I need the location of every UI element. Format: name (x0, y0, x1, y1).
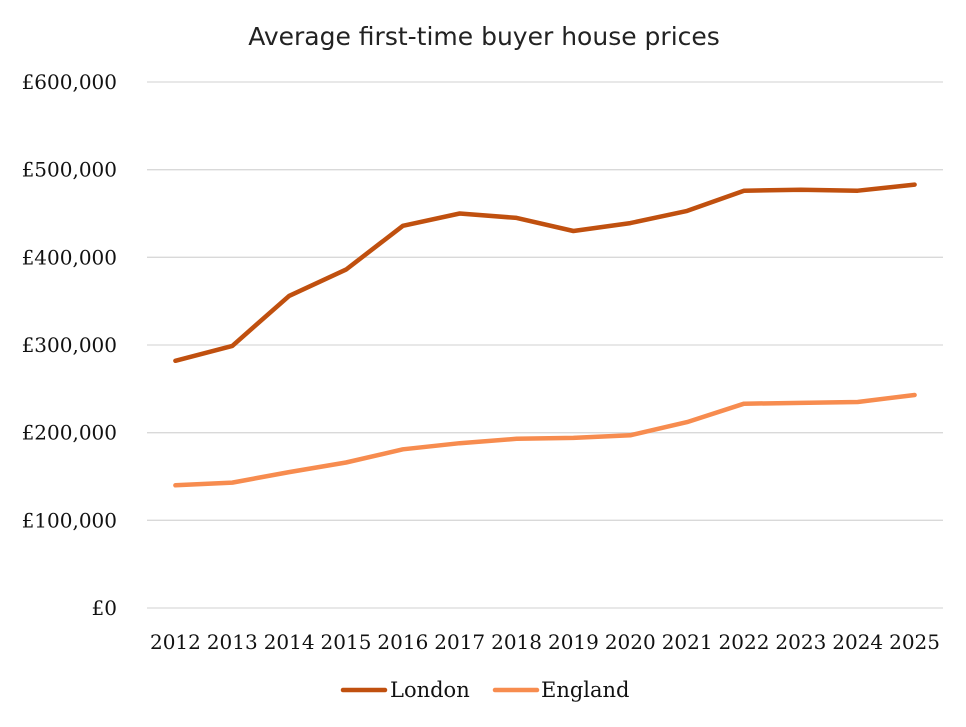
series-line-england (173, 392, 917, 488)
y-tick-label: £0 (92, 596, 117, 620)
legend-label-england: England (541, 678, 630, 702)
y-tick-label: £500,000 (22, 158, 117, 182)
x-tick-label: 2018 (491, 630, 542, 654)
legend: London England (340, 678, 630, 702)
series-lines (173, 182, 917, 488)
x-tick-label: 2024 (832, 630, 883, 654)
y-tick-label: £600,000 (22, 70, 117, 94)
x-tick-label: 2021 (662, 630, 713, 654)
x-tick-label: 2012 (150, 630, 201, 654)
y-axis-ticks: £0 £100,000 £200,000 £300,000 £400,000 £500,0… (22, 70, 117, 620)
x-tick-label: 2023 (775, 630, 826, 654)
x-axis-ticks: 2012 2013 2014 2015 2016 2017 2018 2019 2020 2021… (150, 630, 940, 654)
x-tick-label: 2019 (548, 630, 599, 654)
x-tick-label: 2022 (719, 630, 770, 654)
x-tick-label: 2020 (605, 630, 656, 654)
x-tick-label: 2016 (377, 630, 428, 654)
y-tick-label: £300,000 (22, 333, 117, 357)
y-tick-label: £100,000 (22, 508, 117, 532)
y-tick-label: £200,000 (22, 421, 117, 445)
series-line-london (173, 182, 917, 364)
x-tick-label: 2017 (434, 630, 485, 654)
y-tick-label: £400,000 (22, 245, 117, 269)
gridlines (147, 81, 943, 609)
x-tick-label: 2013 (207, 630, 258, 654)
legend-label-london: London (390, 678, 470, 702)
x-tick-label: 2014 (264, 630, 315, 654)
x-tick-label: 2015 (321, 630, 372, 654)
chart-title: Average first-time buyer house prices (248, 22, 720, 51)
x-tick-label: 2025 (889, 630, 940, 654)
